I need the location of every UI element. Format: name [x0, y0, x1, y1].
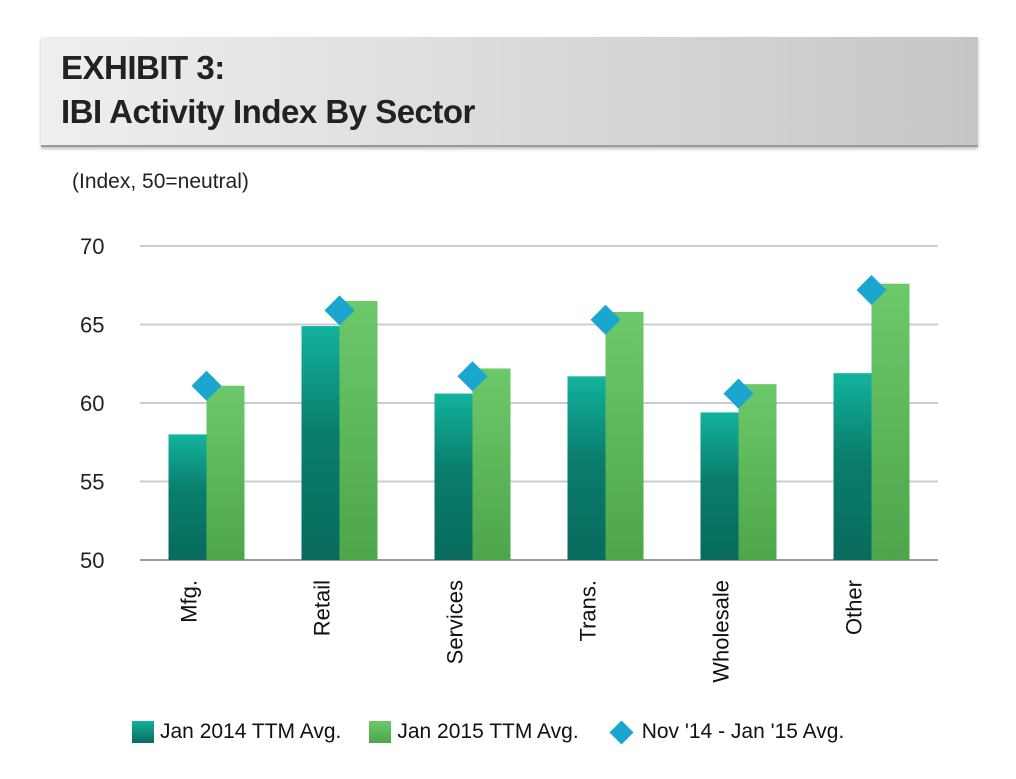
marker-nov-jan-avg-4 [723, 378, 754, 409]
chart-legend: Jan 2014 TTM Avg. Jan 2015 TTM Avg. Nov … [132, 719, 872, 745]
legend-label-jan-2014: Jan 2014 TTM Avg. [160, 720, 342, 743]
bar-jan-2014-4 [700, 412, 739, 560]
bar-jan-2015-5 [871, 283, 910, 560]
x-tick-label: Services [443, 580, 468, 664]
bar-jan-2015-4 [738, 384, 777, 560]
bar-jan-2014-5 [833, 373, 872, 560]
x-tick-label: Wholesale [709, 580, 734, 683]
marker-nov-jan-avg-1 [324, 295, 355, 326]
y-tick-label: 55 [80, 470, 104, 495]
y-tick-label: 50 [80, 548, 104, 573]
legend-item-jan-2015: Jan 2015 TTM Avg. [369, 720, 579, 744]
bar-jan-2015-1 [339, 300, 378, 560]
marker-nov-jan-avg-5 [856, 274, 887, 305]
bar-jan-2014-3 [567, 376, 606, 560]
bar-jan-2015-0 [206, 385, 245, 560]
bar-jan-2015-3 [605, 311, 644, 560]
marker-nov-jan-avg-0 [191, 370, 222, 401]
y-tick-label: 70 [80, 234, 104, 259]
marker-nov-jan-avg-2 [457, 361, 488, 392]
chart-title: IBI Activity Index By Sector [61, 93, 475, 130]
exhibit-header: EXHIBIT 3: IBI Activity Index By Sector [41, 37, 978, 147]
bar-jan-2014-0 [168, 434, 207, 560]
x-tick-label: Retail [310, 580, 335, 636]
marker-nov-jan-avg-3 [590, 304, 621, 335]
legend-label-nov-jan-avg: Nov '14 - Jan '15 Avg. [641, 720, 845, 743]
bar-jan-2015-2 [472, 368, 511, 560]
y-tick-label: 65 [80, 313, 104, 338]
bar-jan-2014-1 [301, 326, 340, 560]
legend-item-nov-jan-avg: Nov '14 - Jan '15 Avg. [607, 719, 845, 745]
legend-diamond-marker [609, 719, 634, 745]
x-tick-label: Trans. [576, 580, 601, 642]
x-tick-label: Mfg. [177, 580, 202, 623]
legend-swatch-jan-2014 [132, 721, 154, 743]
y-tick-label: 60 [80, 391, 104, 416]
exhibit-label: EXHIBIT 3: [61, 49, 225, 86]
legend-item-jan-2014: Jan 2014 TTM Avg. [132, 720, 341, 744]
y-axis-label: (Index, 50=neutral) [72, 170, 249, 193]
legend-swatch-jan-2015 [369, 721, 392, 743]
x-tick-label: Other [842, 580, 867, 635]
legend-label-jan-2015: Jan 2015 TTM Avg. [397, 720, 579, 743]
bar-jan-2014-2 [434, 393, 473, 560]
